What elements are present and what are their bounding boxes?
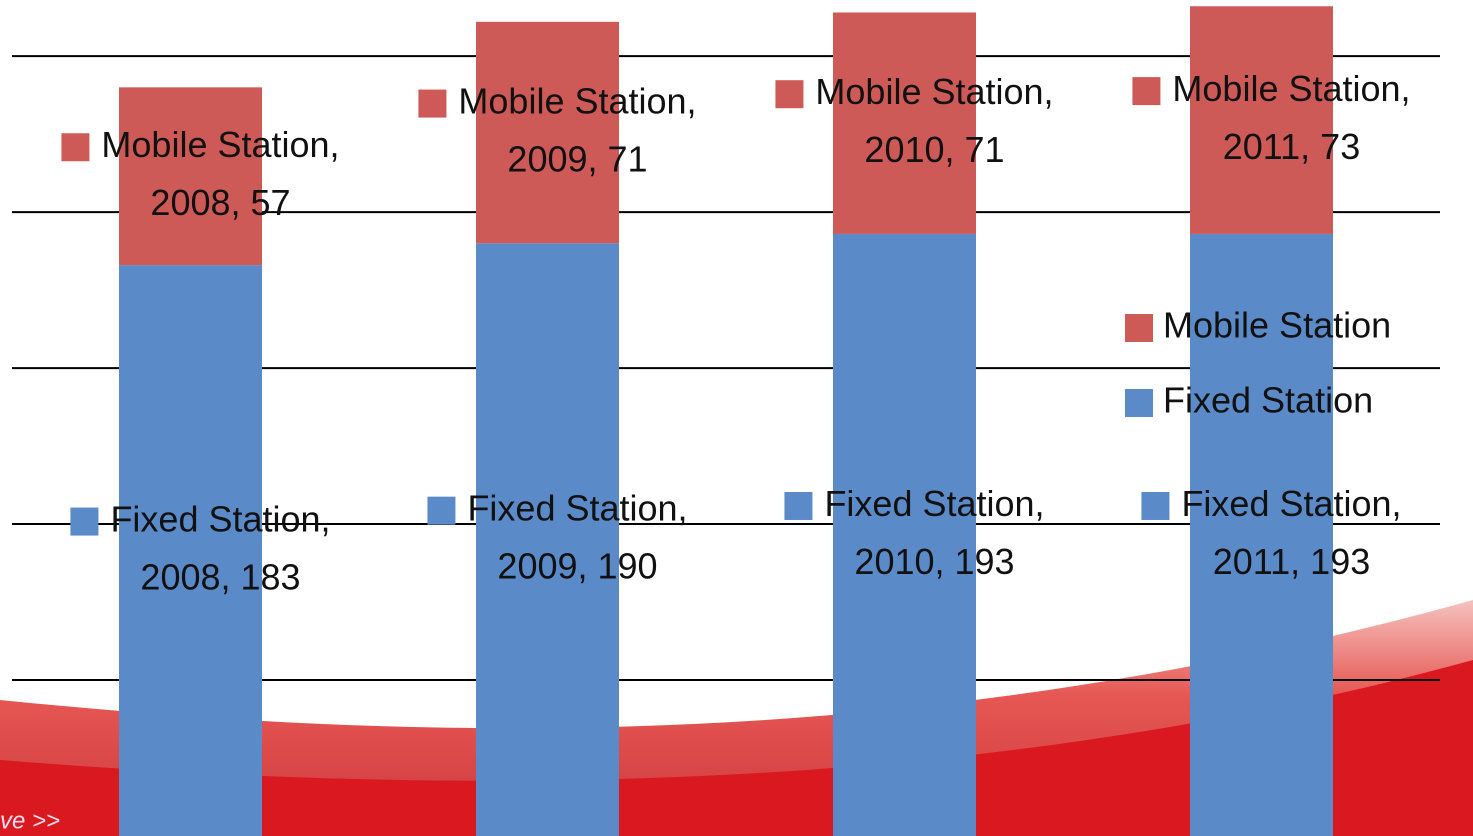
legend-label: Mobile Station bbox=[1163, 305, 1391, 346]
bar-segment bbox=[1190, 6, 1333, 234]
bar-segment bbox=[833, 12, 976, 234]
legend-swatch bbox=[1125, 389, 1153, 417]
label-marker bbox=[418, 89, 447, 118]
data-label: Mobile Station, 2009, 71 bbox=[458, 80, 696, 179]
legend: Mobile Station Fixed Station bbox=[1125, 305, 1391, 421]
label-marker bbox=[1132, 77, 1161, 106]
data-label: Mobile Station, 2008, 57 bbox=[101, 124, 339, 223]
data-label: Fixed Station, 2009, 190 bbox=[467, 487, 687, 586]
bar-segment bbox=[1190, 233, 1333, 836]
bar-segment bbox=[476, 21, 619, 244]
bars bbox=[119, 6, 1333, 836]
bar-segment bbox=[119, 265, 262, 836]
background-text: ve >> bbox=[0, 807, 60, 834]
legend-swatch bbox=[1125, 314, 1153, 342]
data-label: Fixed Station, 2010, 193 bbox=[824, 482, 1044, 581]
label-marker bbox=[1141, 491, 1170, 520]
data-label: Mobile Station, 2011, 73 bbox=[1172, 68, 1410, 167]
label-marker bbox=[784, 491, 813, 520]
bar-segment bbox=[119, 87, 262, 266]
legend-label: Fixed Station bbox=[1163, 380, 1373, 421]
data-label: Fixed Station, 2008, 183 bbox=[110, 498, 330, 597]
label-marker bbox=[775, 80, 804, 109]
bar-segment bbox=[833, 233, 976, 836]
label-marker bbox=[70, 507, 99, 536]
data-label: Fixed Station, 2011, 193 bbox=[1181, 482, 1401, 581]
bar-segment bbox=[476, 243, 619, 836]
data-label: Mobile Station, 2010, 71 bbox=[815, 71, 1053, 170]
label-marker bbox=[427, 496, 456, 525]
background-swoosh bbox=[0, 600, 1473, 836]
labels: Fixed Station, 2008, 183 Mobile Station, 20… bbox=[61, 68, 1411, 597]
label-marker bbox=[61, 133, 90, 162]
